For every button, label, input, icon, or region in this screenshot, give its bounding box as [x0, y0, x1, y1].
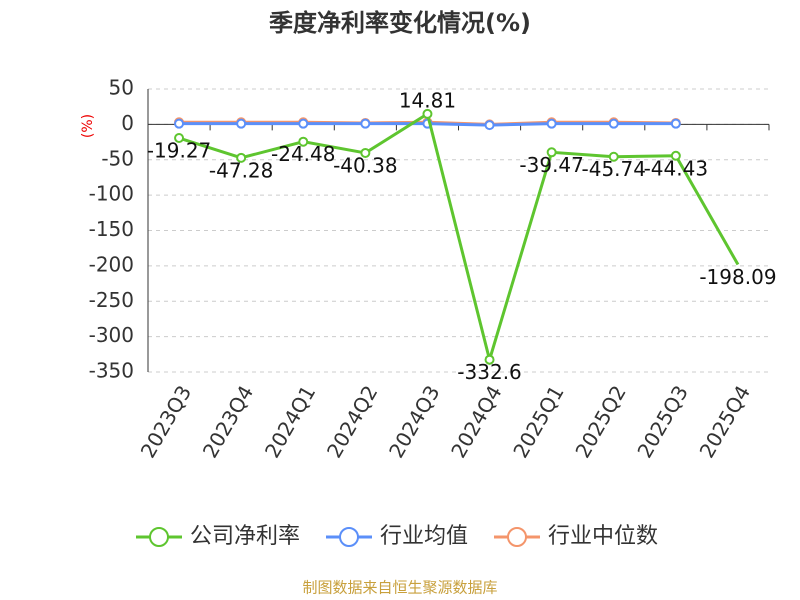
- x-tick-label: 2024Q3: [384, 381, 444, 462]
- data-point: [298, 118, 309, 129]
- x-tick-label: 2025Q2: [570, 381, 630, 462]
- data-point: [546, 147, 557, 158]
- chart-title: 季度净利率变化情况(%): [269, 9, 531, 37]
- data-label: -47.28: [209, 158, 273, 182]
- data-label: -332.6: [457, 360, 521, 384]
- data-point: [236, 152, 247, 163]
- data-point: [360, 118, 371, 129]
- data-label: -24.48: [271, 142, 335, 166]
- y-tick-label: -50: [101, 146, 134, 170]
- data-point: [670, 150, 681, 161]
- x-tick-label: 2025Q4: [695, 381, 755, 462]
- data-point: [608, 118, 619, 129]
- data-point: [360, 147, 371, 158]
- data-point: [608, 151, 619, 162]
- y-tick-label: -150: [89, 217, 134, 241]
- legend-label: 行业均值: [380, 524, 468, 549]
- data-point: [484, 120, 495, 131]
- data-label: -45.74: [582, 157, 646, 181]
- data-point: [422, 108, 433, 119]
- data-point: [484, 354, 495, 365]
- x-tick-label: 2024Q1: [260, 381, 320, 462]
- x-tick-label: 2023Q4: [198, 381, 258, 462]
- data-label: 14.81: [399, 88, 456, 112]
- data-label: -44.43: [644, 156, 708, 180]
- data-label: -198.09: [699, 265, 776, 289]
- data-label: -39.47: [519, 153, 583, 177]
- data-point: [236, 118, 247, 129]
- y-tick-label: -350: [89, 359, 134, 383]
- y-tick-label: -250: [89, 288, 134, 312]
- legend-label: 公司净利率: [190, 524, 300, 549]
- data-point: [546, 118, 557, 129]
- x-tick-label: 2024Q2: [322, 381, 382, 462]
- data-point: [670, 118, 681, 129]
- y-tick-label: 0: [121, 111, 134, 135]
- x-tick-label: 2025Q1: [508, 381, 568, 462]
- legend-label: 行业中位数: [548, 524, 658, 549]
- data-point: [298, 136, 309, 147]
- x-tick-label: 2025Q3: [632, 381, 692, 462]
- y-tick-label: -200: [89, 252, 134, 276]
- data-label: -19.27: [147, 139, 211, 163]
- legend-marker: [339, 527, 359, 547]
- legend-marker: [149, 527, 169, 547]
- source-note: 制图数据来自恒生聚源数据库: [302, 579, 497, 597]
- data-label: -40.38: [333, 153, 397, 177]
- y-tick-label: 50: [109, 76, 134, 100]
- legend-marker: [507, 527, 527, 547]
- data-point: [174, 118, 185, 129]
- y-axis-label: (%): [80, 114, 96, 138]
- series-line: [178, 111, 740, 366]
- x-tick-label: 2023Q3: [136, 381, 196, 462]
- y-tick-label: -100: [89, 182, 134, 206]
- x-tick-label: 2024Q4: [446, 381, 506, 462]
- data-point: [174, 133, 185, 144]
- y-tick-label: -300: [89, 323, 134, 347]
